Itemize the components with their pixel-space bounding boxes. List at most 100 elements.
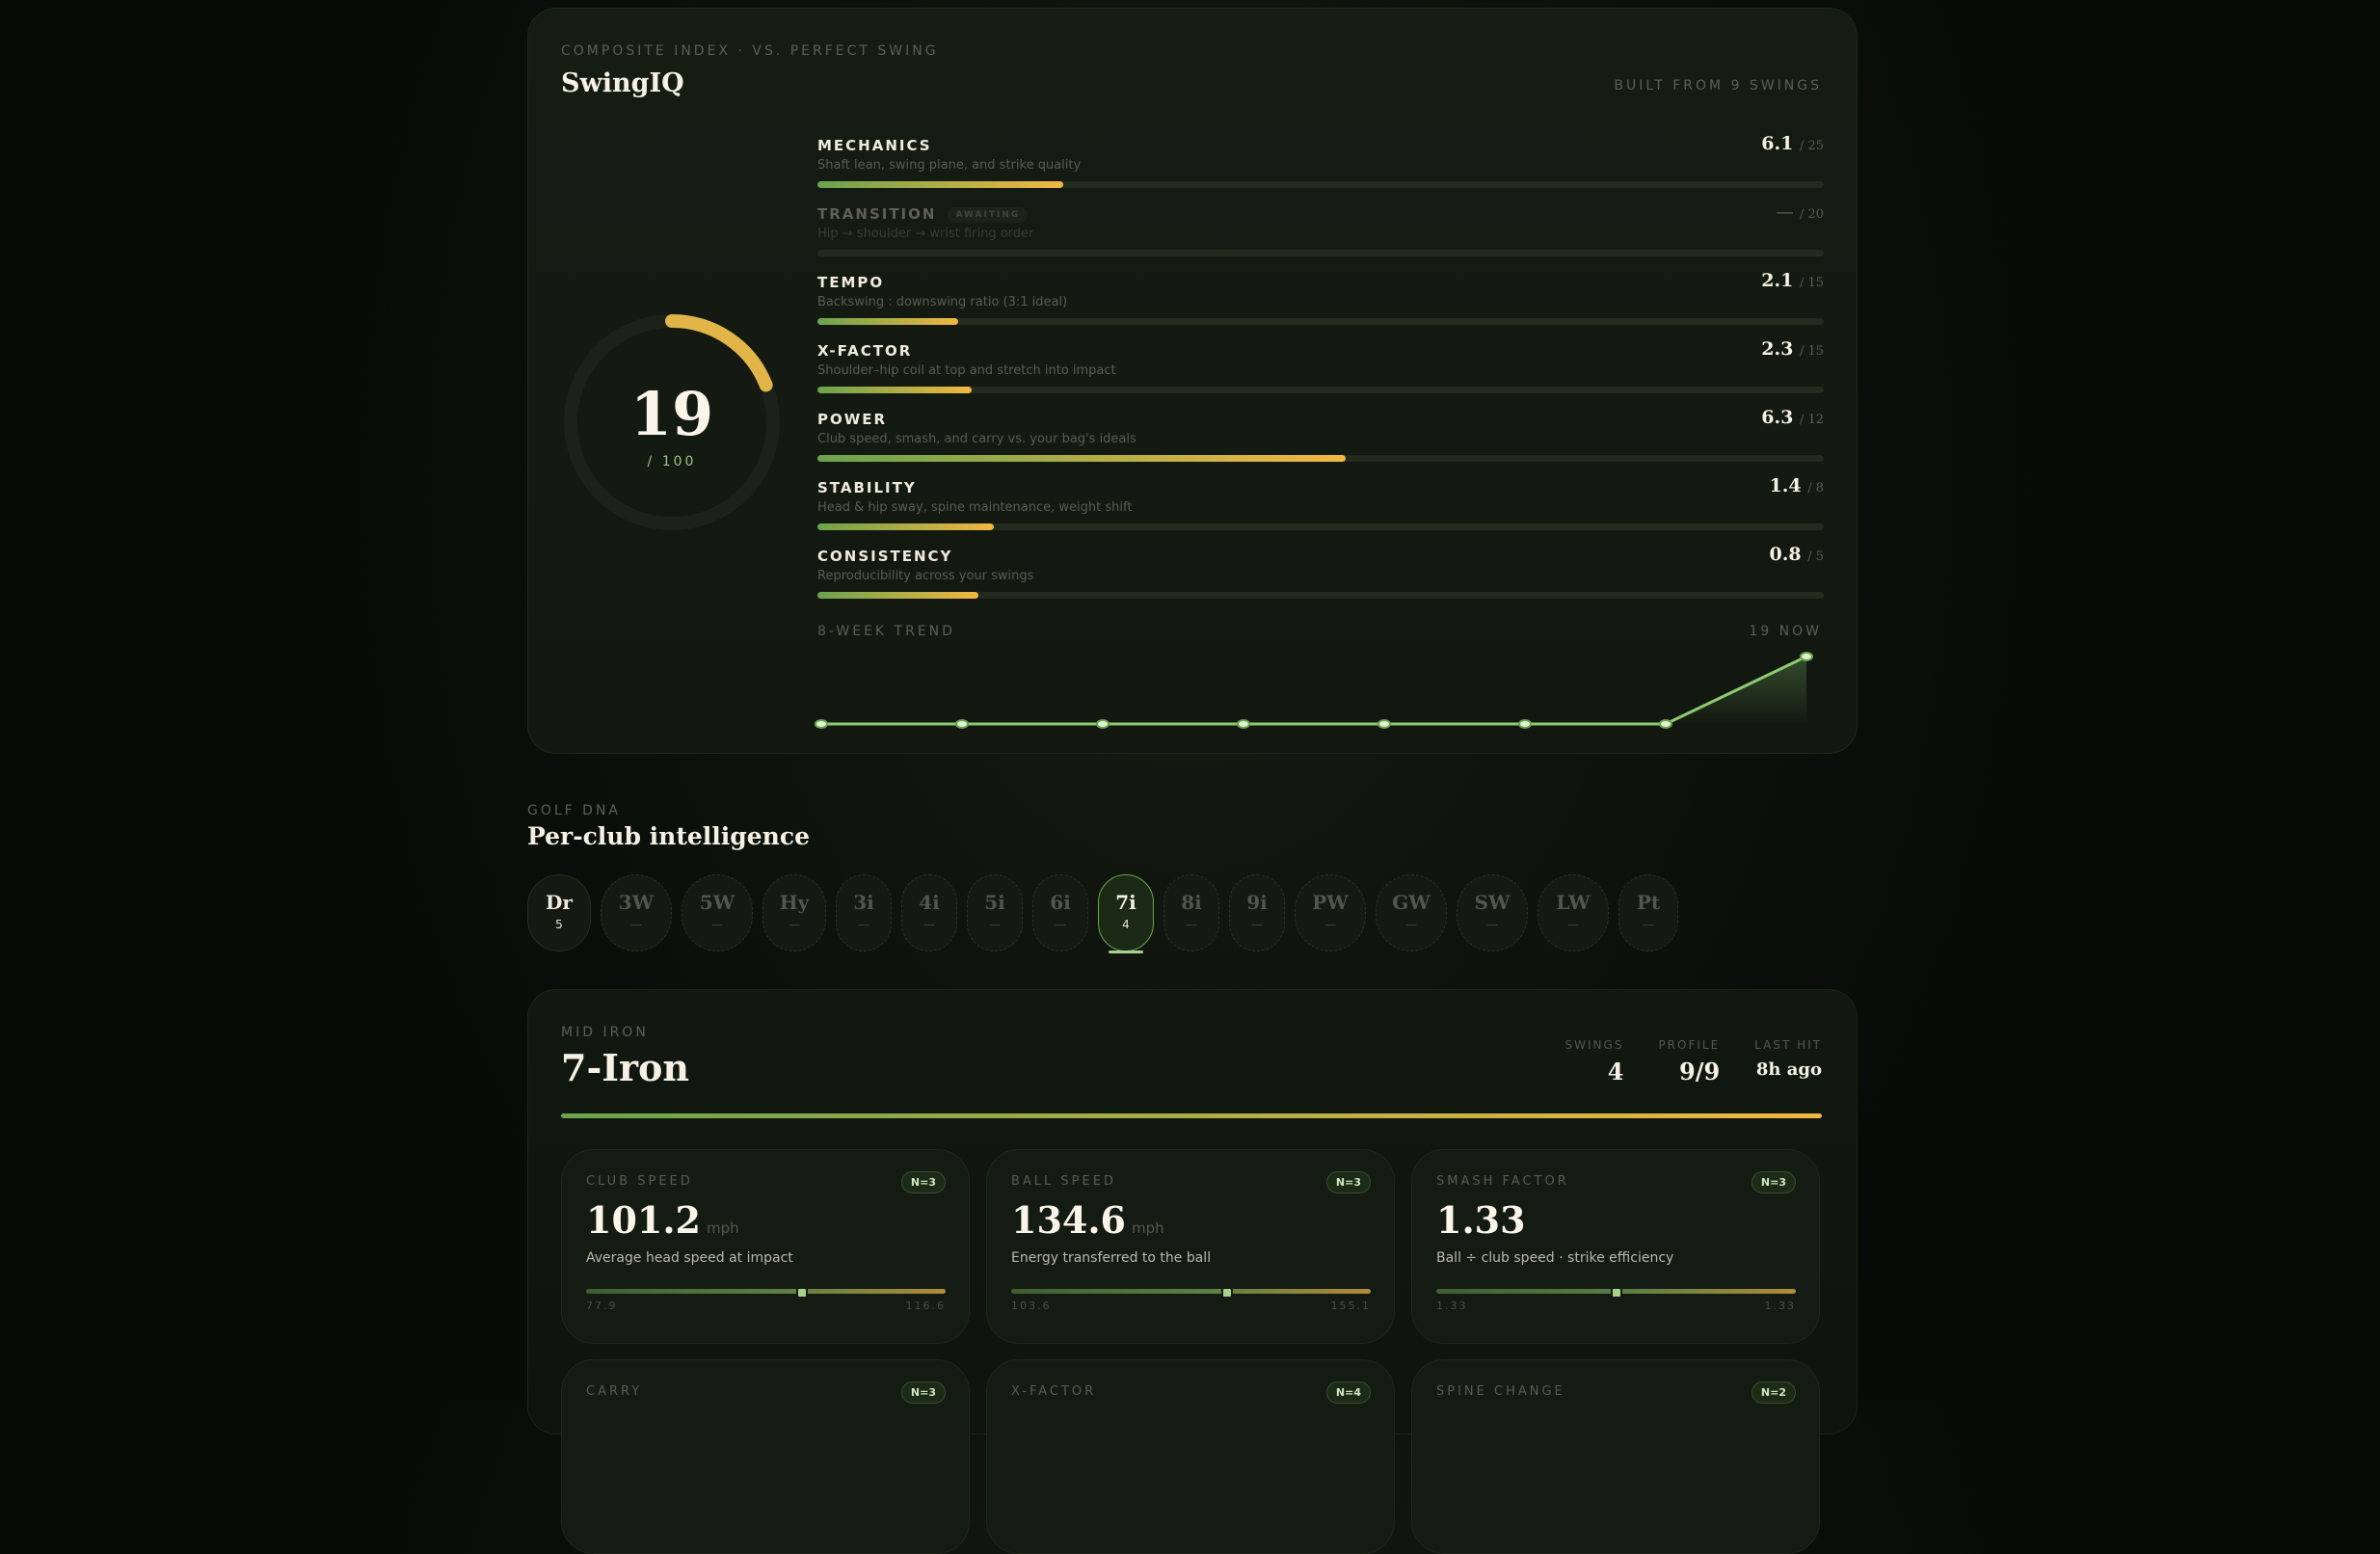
sample-count-badge: N=4: [1325, 1381, 1371, 1404]
club-name: PW: [1312, 891, 1349, 914]
component-desc: Backswing : downswing ratio (3:1 ideal): [817, 295, 1068, 309]
club-chip-lw[interactable]: LW —: [1538, 874, 1609, 951]
metric-label: CLUB SPEED: [586, 1174, 693, 1189]
sample-count-badge: N=2: [1751, 1381, 1796, 1404]
component-score: 1.4 / 8: [1769, 475, 1824, 496]
club-name: LW: [1556, 891, 1591, 914]
component-label: STABILITY: [817, 479, 917, 496]
metric-card-carry: CARRY N=3: [561, 1359, 970, 1554]
club-chip-4i[interactable]: 4i —: [901, 874, 957, 951]
club-swing-count: —: [1251, 918, 1263, 931]
club-chip-8i[interactable]: 8i —: [1163, 874, 1219, 951]
component-row-x-factor: X-FACTOR Shoulder–hip coil at top and str…: [817, 334, 1824, 402]
stat-value: 8h ago: [1755, 1059, 1822, 1080]
stat-value: 9/9: [1679, 1058, 1721, 1085]
metric-card-spine-change: SPINE CHANGE N=2: [1411, 1359, 1820, 1554]
club-chip-7i[interactable]: 7i 4: [1098, 874, 1154, 953]
metric-range-bar: [586, 1287, 946, 1299]
club-chip-9i[interactable]: 9i —: [1229, 874, 1285, 951]
range-min: 77.9: [586, 1299, 618, 1312]
metric-label: X-FACTOR: [1011, 1384, 1097, 1399]
club-selector: Dr 5 3W —5W — Hy —3i —4i —5i —6i —7i 4 8i —9i — PW — GW — S…: [527, 874, 1678, 953]
stat-last-hit: LAST HIT 8h ago: [1754, 1038, 1822, 1085]
metric-label: SMASH FACTOR: [1436, 1174, 1569, 1189]
metric-value: 1.33: [1436, 1198, 1526, 1242]
club-name: 8i: [1181, 891, 1202, 914]
metric-range-bar: [1011, 1287, 1371, 1299]
sample-count-badge: N=3: [1325, 1171, 1371, 1193]
component-score: — / 20: [1775, 201, 1824, 223]
component-bar: [817, 250, 1824, 256]
club-chip-pw[interactable]: PW —: [1295, 874, 1366, 951]
metric-card-club-speed: CLUB SPEED N=3 101.2 mph Average head speed …: [561, 1149, 970, 1344]
club-chip-dr[interactable]: Dr 5: [527, 874, 591, 951]
club-swing-count: —: [711, 918, 723, 931]
club-swing-count: —: [789, 918, 800, 931]
component-desc: Club speed, smash, and carry vs. your ba…: [817, 432, 1137, 446]
club-swing-count: 4: [1122, 918, 1130, 931]
component-list: MECHANICS Shaft lean, swing plane, and st…: [817, 128, 1824, 607]
metric-desc: Energy transferred to the ball: [1011, 1250, 1212, 1266]
component-label: CONSISTENCY: [817, 548, 953, 565]
trend-chart: [815, 652, 1813, 729]
swingiq-card: COMPOSITE INDEX · VS. PERFECT SWING Swin…: [527, 8, 1858, 754]
component-score: 6.1 / 25: [1761, 133, 1824, 154]
club-name: SW: [1474, 891, 1511, 914]
range-min: 1.33: [1436, 1299, 1468, 1312]
club-chip-5w[interactable]: 5W —: [682, 874, 753, 951]
club-swing-count: —: [1186, 918, 1197, 931]
range-max: 116.6: [905, 1299, 946, 1312]
club-category: MID IRON: [561, 1025, 649, 1040]
club-swing-count: —: [1567, 918, 1579, 931]
component-label: TEMPO: [817, 274, 885, 291]
golf-dna-eyebrow: GOLF DNA: [527, 803, 622, 818]
golf-dna-title: Per-club intelligence: [527, 822, 810, 850]
metric-range-bar: [1436, 1287, 1796, 1299]
club-chip-sw[interactable]: SW —: [1457, 874, 1528, 951]
component-desc: Head & hip sway, spine maintenance, weig…: [817, 500, 1133, 515]
club-chip-gw[interactable]: GW —: [1376, 874, 1447, 951]
component-label: POWER: [817, 411, 888, 428]
component-row-tempo: TEMPO Backswing : downswing ratio (3:1 id…: [817, 265, 1824, 334]
component-score: 2.3 / 15: [1761, 338, 1824, 360]
club-name: 3W: [618, 891, 655, 914]
metric-label: CARRY: [586, 1384, 643, 1399]
swingiq-title: SwingIQ: [561, 68, 684, 98]
component-label: MECHANICS: [817, 137, 932, 154]
swingiq-eyebrow: COMPOSITE INDEX · VS. PERFECT SWING: [561, 43, 939, 59]
club-chip-pt[interactable]: Pt —: [1618, 874, 1678, 951]
stat-swings: SWINGS 4: [1565, 1038, 1624, 1085]
component-bar: [817, 318, 1824, 325]
stat-value: 4: [1607, 1058, 1624, 1085]
club-chip-5i[interactable]: 5i —: [967, 874, 1023, 951]
stat-profile: PROFILE 9/9: [1658, 1038, 1720, 1085]
stat-label: SWINGS: [1564, 1038, 1624, 1052]
range-max: 155.1: [1330, 1299, 1371, 1312]
club-swing-count: —: [1055, 918, 1066, 931]
club-swing-count: —: [1405, 918, 1417, 931]
component-bar: [817, 592, 1824, 599]
awaiting-badge: AWAITING: [948, 207, 1029, 223]
club-chip-6i[interactable]: 6i —: [1032, 874, 1088, 951]
club-chip-3i[interactable]: 3i —: [836, 874, 892, 951]
metric-card-x-factor: X-FACTOR N=4: [986, 1359, 1395, 1554]
club-chip-3w[interactable]: 3W —: [601, 874, 672, 951]
component-desc: Shoulder–hip coil at top and stretch int…: [817, 363, 1116, 378]
component-score: 0.8 / 5: [1769, 544, 1824, 565]
metric-unit: mph: [707, 1219, 739, 1237]
club-stats: SWINGS 4 PROFILE 9/9 LAST HIT 8h ago: [1565, 1038, 1822, 1085]
trend-now: 19 NOW: [1749, 624, 1822, 639]
club-swing-count: —: [1643, 918, 1654, 931]
range-marker: [1610, 1287, 1622, 1299]
club-swing-count: —: [1486, 918, 1498, 931]
club-chip-hy[interactable]: Hy —: [762, 874, 826, 951]
club-swing-count: —: [1324, 918, 1336, 931]
component-label: X-FACTOR: [817, 342, 913, 360]
metric-value: 134.6 mph: [1011, 1198, 1164, 1242]
component-bar: [817, 455, 1824, 462]
component-desc: Shaft lean, swing plane, and strike qual…: [817, 158, 1082, 173]
stat-label: PROFILE: [1658, 1038, 1721, 1052]
gauge-ring-icon: [564, 314, 780, 530]
club-swing-count: 5: [555, 918, 563, 931]
club-swing-count: —: [858, 918, 869, 931]
